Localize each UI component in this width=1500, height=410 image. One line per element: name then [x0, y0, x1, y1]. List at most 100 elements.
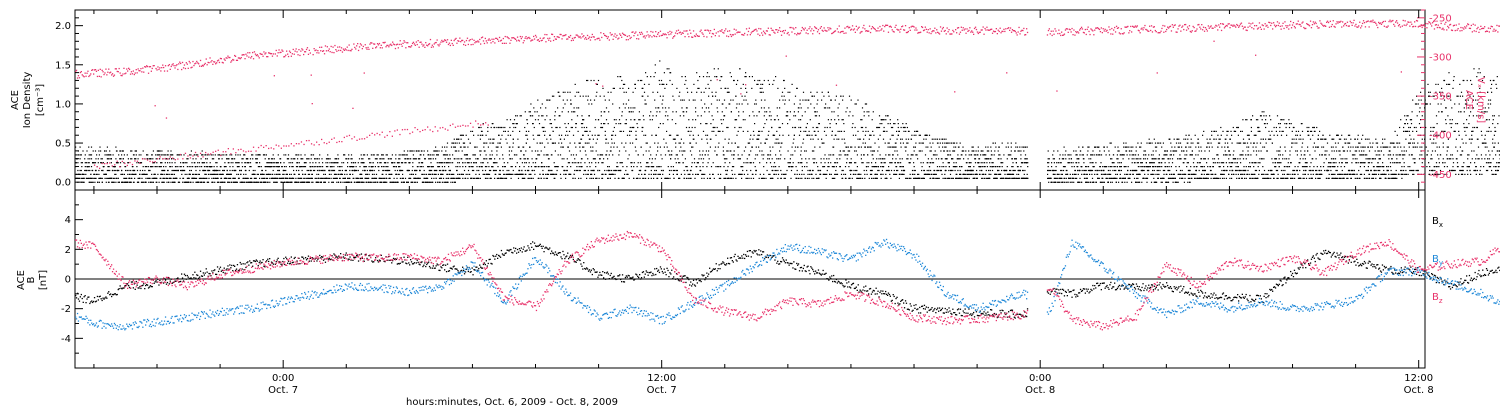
density-point — [182, 166, 185, 168]
density-point — [486, 166, 488, 168]
density-point — [678, 142, 680, 144]
density-point — [259, 162, 261, 164]
density-point — [852, 134, 854, 136]
density-point — [458, 142, 460, 144]
density-point — [562, 166, 564, 168]
density-point — [100, 177, 102, 179]
density-point — [366, 177, 368, 179]
density-point — [863, 169, 865, 172]
density-point — [252, 169, 254, 172]
density-point — [729, 72, 731, 74]
density-point — [409, 150, 411, 152]
density-point — [249, 177, 252, 179]
density-point — [332, 177, 334, 179]
density-point — [168, 181, 170, 183]
density-point — [525, 142, 527, 144]
density-point — [469, 142, 471, 144]
density-point — [445, 181, 447, 183]
density-point — [144, 166, 146, 168]
density-point — [724, 138, 726, 140]
density-point — [731, 173, 734, 175]
density-point — [622, 166, 624, 168]
density-point — [228, 177, 231, 179]
density-point — [683, 115, 685, 117]
density-point — [982, 150, 984, 152]
density-point — [850, 169, 852, 172]
density-point — [971, 146, 973, 148]
density-point — [337, 162, 339, 164]
density-point — [392, 166, 395, 168]
density-point — [579, 95, 581, 97]
density-point — [423, 181, 425, 183]
density-point — [690, 169, 692, 172]
density-point — [713, 126, 715, 129]
density-point — [113, 181, 115, 183]
density-point — [672, 166, 674, 168]
density-point — [883, 162, 885, 164]
density-point — [814, 130, 816, 132]
density-point — [744, 119, 746, 121]
density-point — [237, 154, 239, 156]
density-point — [316, 169, 319, 172]
density-point — [421, 173, 423, 175]
density-point — [161, 181, 164, 183]
density-point — [450, 162, 452, 164]
density-point — [917, 130, 919, 132]
density-point — [639, 162, 642, 164]
density-point — [763, 173, 765, 175]
density-point — [692, 134, 694, 136]
density-point — [654, 64, 656, 66]
density-point — [780, 146, 782, 148]
density-point — [195, 177, 198, 179]
density-point — [516, 123, 518, 125]
density-point — [605, 138, 608, 140]
density-point — [107, 158, 109, 160]
density-point — [852, 115, 854, 117]
density-point — [169, 177, 171, 179]
density-point — [624, 173, 626, 175]
density-point — [376, 158, 378, 160]
density-point — [82, 150, 84, 152]
density-point — [864, 173, 866, 175]
density-point — [194, 173, 196, 175]
density-point — [870, 146, 872, 148]
density-point — [242, 181, 244, 183]
density-point — [989, 162, 991, 164]
density-point — [265, 173, 267, 175]
density-point — [496, 162, 498, 164]
density-point — [562, 107, 564, 109]
density-point — [432, 181, 434, 183]
density-point — [613, 87, 615, 89]
density-point — [226, 177, 228, 179]
density-point — [702, 173, 705, 175]
density-point — [97, 162, 99, 164]
density-point — [828, 158, 830, 160]
density-point — [836, 162, 839, 164]
density-point — [358, 177, 360, 179]
density-point — [322, 169, 324, 172]
density-point — [821, 138, 823, 140]
density-point — [435, 146, 437, 148]
density-point — [579, 169, 581, 172]
density-point — [819, 146, 821, 148]
density-point — [672, 173, 674, 175]
density-point — [981, 166, 983, 168]
density-point — [268, 158, 270, 160]
density-point — [913, 169, 915, 172]
density-point — [1009, 169, 1011, 172]
density-point — [762, 83, 764, 85]
density-point — [200, 158, 202, 160]
density-point — [705, 150, 707, 152]
density-point — [664, 87, 666, 89]
density-point — [399, 177, 401, 179]
density-point — [100, 162, 102, 164]
density-point — [398, 173, 400, 175]
density-point — [984, 154, 986, 156]
density-point — [466, 158, 468, 160]
density-point — [766, 119, 768, 121]
density-point — [206, 154, 208, 156]
density-point — [881, 119, 883, 121]
density-point — [318, 169, 320, 172]
density-point — [836, 173, 839, 175]
density-point — [903, 130, 905, 132]
